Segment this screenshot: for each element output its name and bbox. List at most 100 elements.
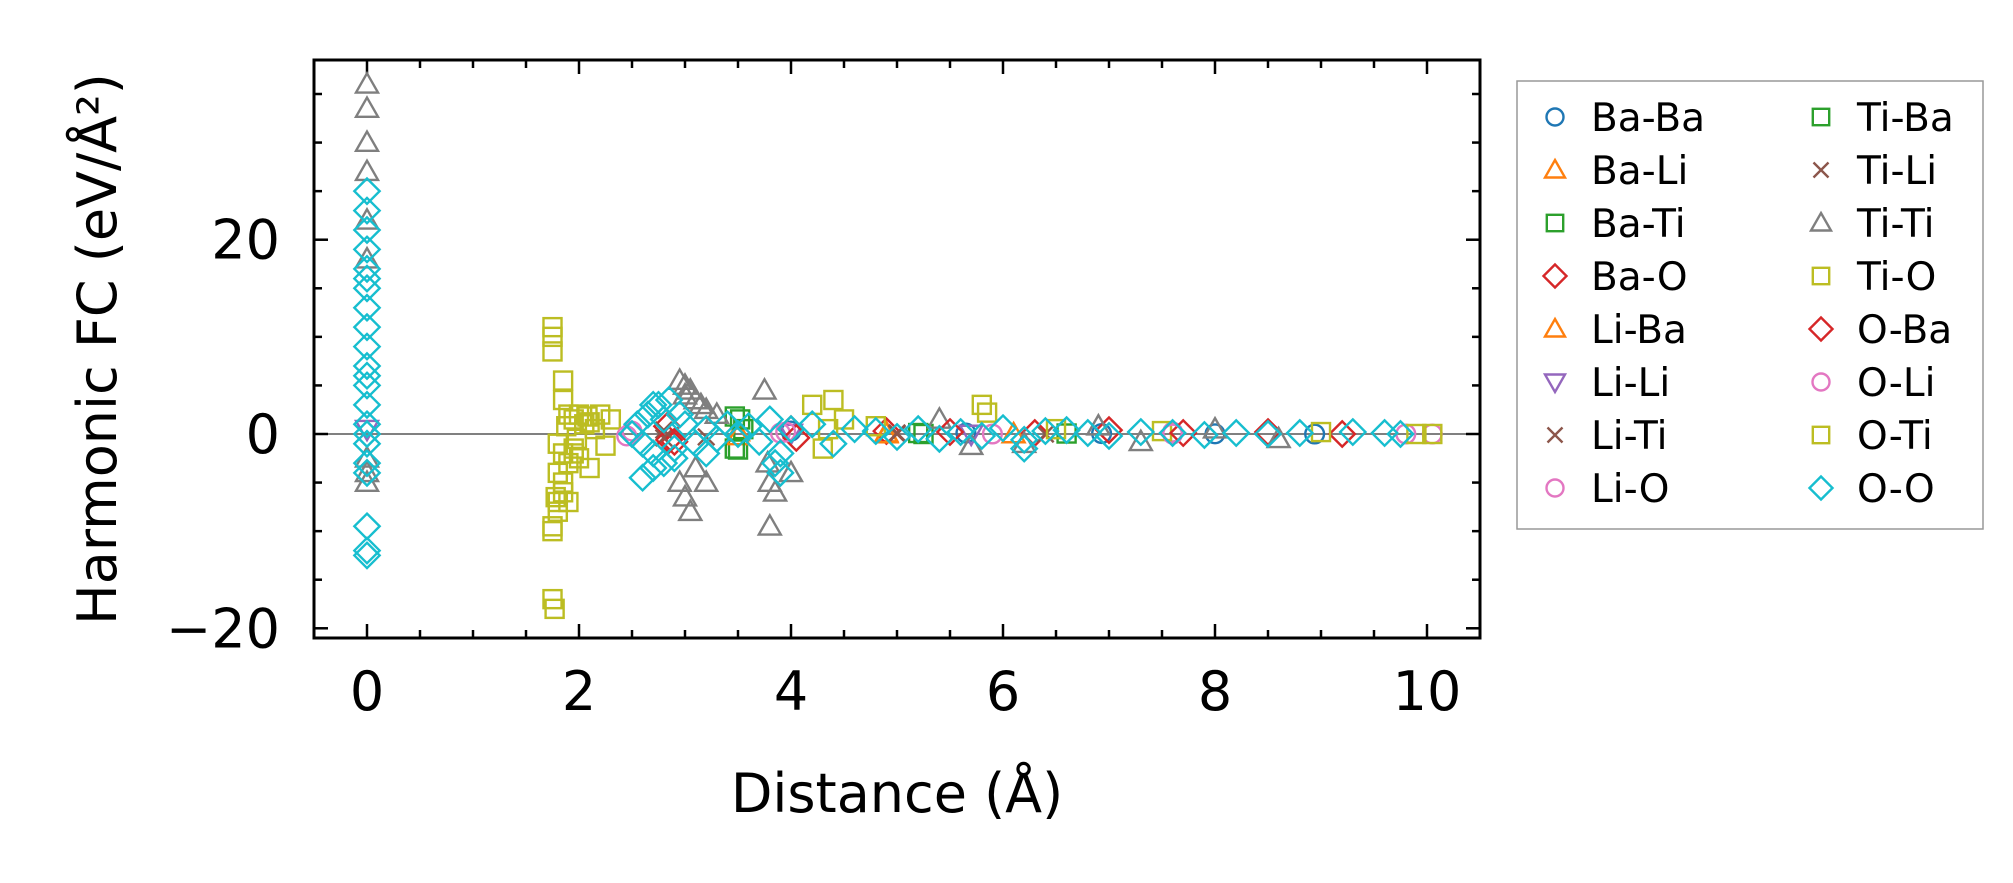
legend-marker <box>1541 262 1569 290</box>
data-point <box>566 428 588 450</box>
data-point <box>556 416 577 437</box>
legend-label: O-Li <box>1857 361 1935 406</box>
data-point <box>801 394 823 416</box>
legend-marker <box>1807 315 1835 343</box>
data-point <box>1406 423 1427 445</box>
data-point <box>760 448 790 478</box>
data-point <box>967 421 997 451</box>
data-point <box>1073 418 1103 448</box>
data-point <box>744 427 774 457</box>
legend-item-li-li: Li-Li <box>1542 361 1670 406</box>
data-point <box>352 361 382 391</box>
data-point <box>353 70 381 94</box>
data-point <box>777 459 805 483</box>
data-point <box>353 129 381 153</box>
data-point <box>670 409 700 439</box>
data-point <box>958 424 985 448</box>
legend-item-ti-ti: Ti-Ti <box>1808 202 1934 247</box>
data-point <box>552 389 574 411</box>
data-point <box>781 423 811 453</box>
data-point <box>677 498 704 522</box>
data-point <box>552 472 574 493</box>
legend-label: O-O <box>1857 467 1935 512</box>
data-point <box>1221 418 1251 448</box>
data-point <box>352 176 382 206</box>
data-point <box>691 439 721 468</box>
legend-item-li-o: Li-O <box>1545 467 1669 512</box>
data-point <box>352 235 382 264</box>
data-point <box>352 264 382 293</box>
data-point <box>644 390 673 420</box>
data-point <box>671 372 699 395</box>
data-point <box>1327 419 1357 449</box>
data-point <box>1045 418 1067 440</box>
data-point <box>1009 425 1039 455</box>
data-point <box>1031 416 1060 446</box>
data-point <box>1126 417 1156 447</box>
series-o-o <box>352 176 1415 570</box>
data-point <box>352 390 382 420</box>
y-axis-label: Harmonic FC (eV/Å²) <box>65 73 129 625</box>
legend-label: Ba-Ti <box>1591 202 1686 247</box>
legend-label: O-Ba <box>1857 308 1952 353</box>
legend-label: Ti-Li <box>1856 149 1937 194</box>
legend-label: Ti-Ti <box>1856 202 1934 247</box>
data-point <box>976 402 998 423</box>
legend-marker <box>1542 373 1568 395</box>
legend-marker <box>1545 213 1565 233</box>
data-point <box>589 404 611 425</box>
data-point <box>1304 423 1326 445</box>
legend-item-ba-li: Ba-Li <box>1542 149 1688 194</box>
data-point <box>352 332 382 361</box>
legend-marker <box>1545 107 1565 127</box>
legend-marker <box>1807 474 1835 502</box>
data-point <box>552 370 574 391</box>
data-point <box>1009 434 1039 463</box>
legend-item-ti-li: Ti-Li <box>1812 149 1937 194</box>
data-point <box>882 422 912 452</box>
data-point <box>579 412 600 433</box>
data-point <box>971 394 993 416</box>
legend-label: O-Ti <box>1857 414 1933 459</box>
legend-item-ba-ba: Ba-Ba <box>1545 96 1705 141</box>
series-ti-ba <box>724 409 934 459</box>
data-point <box>756 512 783 536</box>
legend-label: Ti-Ba <box>1856 96 1954 141</box>
data-point <box>352 458 382 488</box>
data-point <box>547 491 569 513</box>
legend-marker <box>1808 210 1834 232</box>
data-point <box>352 196 382 225</box>
plot-frame <box>312 58 1482 640</box>
data-point <box>1052 415 1081 445</box>
data-point <box>1190 420 1219 450</box>
data-point <box>723 419 753 449</box>
data-point <box>563 443 584 464</box>
legend-label: Li-Ba <box>1591 308 1687 353</box>
data-point <box>682 454 709 478</box>
data-point <box>544 598 565 620</box>
data-point <box>1162 423 1184 445</box>
data-point <box>633 400 663 429</box>
data-point <box>1285 418 1315 448</box>
data-point <box>687 391 714 415</box>
data-point <box>812 438 834 459</box>
legend-label: Ba-Li <box>1591 149 1688 194</box>
data-point <box>1094 415 1124 445</box>
data-point <box>654 421 673 440</box>
data-point <box>666 367 693 391</box>
data-point <box>671 381 699 405</box>
data-point <box>946 417 975 447</box>
x-tick-label: 0 <box>350 660 384 723</box>
data-point <box>545 486 566 508</box>
data-point <box>873 420 900 444</box>
tick-labels: 0 2 4 6 8 10 −20 0 20 <box>166 209 1461 723</box>
legend-marker <box>1546 426 1564 444</box>
data-point <box>1386 419 1415 449</box>
legend-marker <box>1542 157 1568 179</box>
data-point <box>1168 418 1198 448</box>
axis-ticks <box>314 60 1480 638</box>
data-point <box>628 463 657 493</box>
x-tick-label: 6 <box>986 660 1020 723</box>
legend-item-li-ti: Li-Ti <box>1546 414 1668 459</box>
data-point <box>1253 419 1283 449</box>
